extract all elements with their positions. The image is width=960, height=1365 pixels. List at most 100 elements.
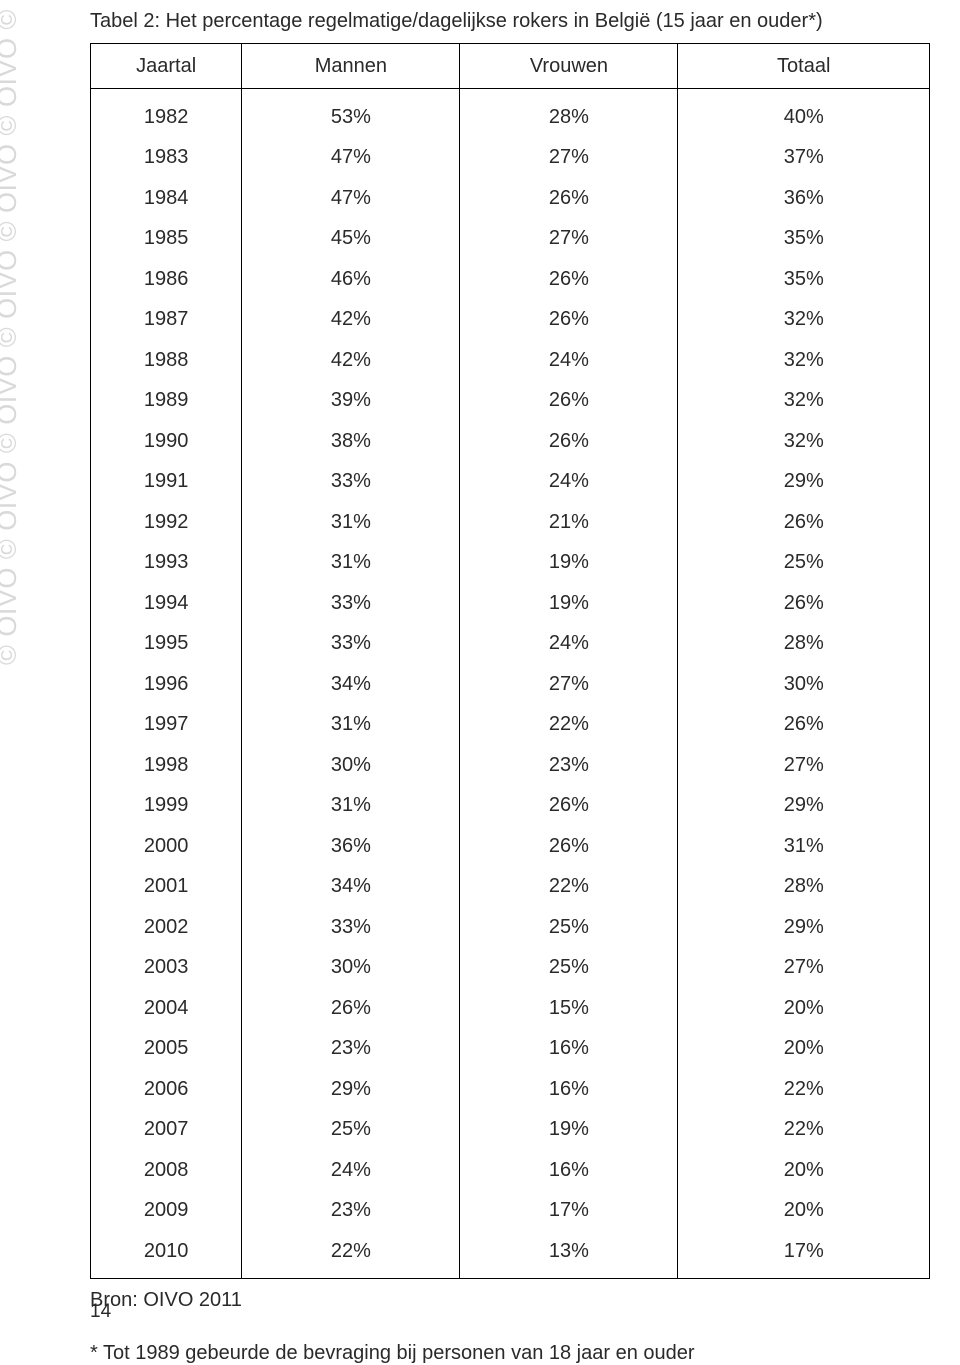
table-cell: 37% [678, 138, 930, 179]
table-cell: 20% [678, 988, 930, 1029]
table-cell: 19% [460, 1110, 678, 1151]
table-cell: 33% [242, 624, 460, 665]
table-cell: 24% [460, 462, 678, 503]
table-row: 199038%26%32% [91, 421, 930, 462]
table-cell: 22% [678, 1069, 930, 1110]
table-row: 199533%24%28% [91, 624, 930, 665]
table-cell: 25% [460, 907, 678, 948]
table-cell: 32% [678, 381, 930, 422]
table-cell: 33% [242, 583, 460, 624]
page-number: 14 [90, 1301, 111, 1323]
table-cell: 2006 [91, 1069, 242, 1110]
table-cell: 16% [460, 1069, 678, 1110]
table-cell: 26% [678, 583, 930, 624]
table-cell: 1982 [91, 89, 242, 138]
table-row: 200523%16%20% [91, 1029, 930, 1070]
table-cell: 46% [242, 259, 460, 300]
table-row: 199433%19%26% [91, 583, 930, 624]
table-cell: 28% [460, 89, 678, 138]
table-cell: 27% [678, 948, 930, 989]
table-cell: 31% [242, 786, 460, 827]
table-row: 199731%22%26% [91, 705, 930, 746]
table-cell: 26% [460, 381, 678, 422]
table-row: 198347%27%37% [91, 138, 930, 179]
table-cell: 19% [460, 583, 678, 624]
table-cell: 1993 [91, 543, 242, 584]
table-cell: 31% [242, 502, 460, 543]
table-cell: 17% [678, 1231, 930, 1278]
table-row: 198939%26%32% [91, 381, 930, 422]
table-cell: 1990 [91, 421, 242, 462]
table-cell: 1996 [91, 664, 242, 705]
table-cell: 26% [460, 259, 678, 300]
table-row: 198253%28%40% [91, 89, 930, 138]
table-cell: 2001 [91, 867, 242, 908]
table-row: 199830%23%27% [91, 745, 930, 786]
table-cell: 36% [242, 826, 460, 867]
table-cell: 1992 [91, 502, 242, 543]
table-cell: 27% [460, 138, 678, 179]
table-cell: 19% [460, 543, 678, 584]
table-cell: 29% [242, 1069, 460, 1110]
table-cell: 15% [460, 988, 678, 1029]
table-cell: 1984 [91, 178, 242, 219]
table-cell: 35% [678, 219, 930, 260]
table-cell: 16% [460, 1029, 678, 1070]
source-line: Bron: OIVO 2011 [90, 1289, 930, 1312]
table-cell: 25% [242, 1110, 460, 1151]
table-cell: 26% [242, 988, 460, 1029]
table-cell: 30% [678, 664, 930, 705]
table-row: 198545%27%35% [91, 219, 930, 260]
table-cell: 45% [242, 219, 460, 260]
table-cell: 17% [460, 1191, 678, 1232]
table-cell: 13% [460, 1231, 678, 1278]
table-cell: 35% [678, 259, 930, 300]
table-cell: 22% [460, 867, 678, 908]
table-cell: 32% [678, 340, 930, 381]
table-cell: 33% [242, 907, 460, 948]
table-cell: 26% [460, 421, 678, 462]
table-cell: 47% [242, 138, 460, 179]
table-cell: 1986 [91, 259, 242, 300]
table-cell: 34% [242, 867, 460, 908]
table-cell: 27% [460, 664, 678, 705]
col-header-totaal: Totaal [678, 44, 930, 89]
table-cell: 22% [678, 1110, 930, 1151]
table-cell: 1994 [91, 583, 242, 624]
table-cell: 1985 [91, 219, 242, 260]
table-cell: 28% [678, 624, 930, 665]
table-row: 200629%16%22% [91, 1069, 930, 1110]
table-row: 198646%26%35% [91, 259, 930, 300]
table-cell: 53% [242, 89, 460, 138]
table-cell: 1983 [91, 138, 242, 179]
table-row: 200134%22%28% [91, 867, 930, 908]
table-cell: 26% [678, 502, 930, 543]
table-cell: 2004 [91, 988, 242, 1029]
table-row: 200233%25%29% [91, 907, 930, 948]
table-cell: 1991 [91, 462, 242, 503]
table-cell: 26% [460, 300, 678, 341]
table-cell: 31% [678, 826, 930, 867]
table-cell: 32% [678, 300, 930, 341]
table-cell: 1997 [91, 705, 242, 746]
footnote-line: * Tot 1989 gebeurde de bevraging bij per… [90, 1342, 930, 1365]
table-cell: 2010 [91, 1231, 242, 1278]
table-cell: 29% [678, 462, 930, 503]
table-row: 199931%26%29% [91, 786, 930, 827]
table-cell: 27% [460, 219, 678, 260]
col-header-vrouwen: Vrouwen [460, 44, 678, 89]
table-cell: 38% [242, 421, 460, 462]
table-cell: 31% [242, 705, 460, 746]
table-cell: 2005 [91, 1029, 242, 1070]
table-cell: 26% [678, 705, 930, 746]
table-row: 200426%15%20% [91, 988, 930, 1029]
table-cell: 29% [678, 786, 930, 827]
table-header-row: Jaartal Mannen Vrouwen Totaal [91, 44, 930, 89]
table-cell: 47% [242, 178, 460, 219]
table-cell: 1999 [91, 786, 242, 827]
table-row: 200923%17%20% [91, 1191, 930, 1232]
data-table: Jaartal Mannen Vrouwen Totaal 198253%28%… [90, 43, 930, 1279]
table-cell: 23% [242, 1191, 460, 1232]
table-cell: 1995 [91, 624, 242, 665]
table-cell: 27% [678, 745, 930, 786]
